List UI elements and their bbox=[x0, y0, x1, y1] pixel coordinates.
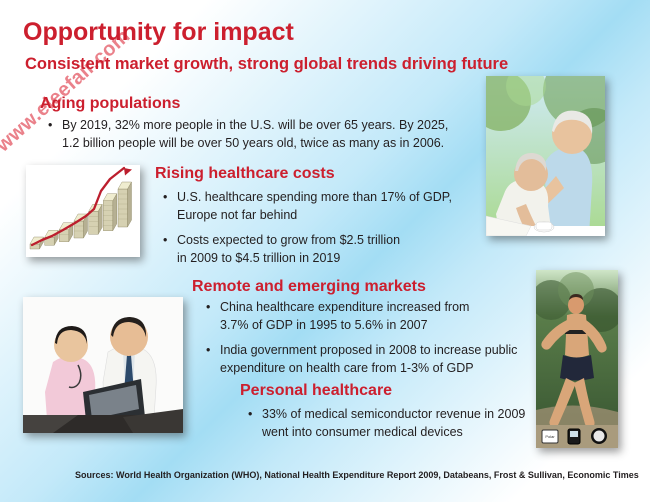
svg-text:Polar: Polar bbox=[545, 434, 555, 439]
